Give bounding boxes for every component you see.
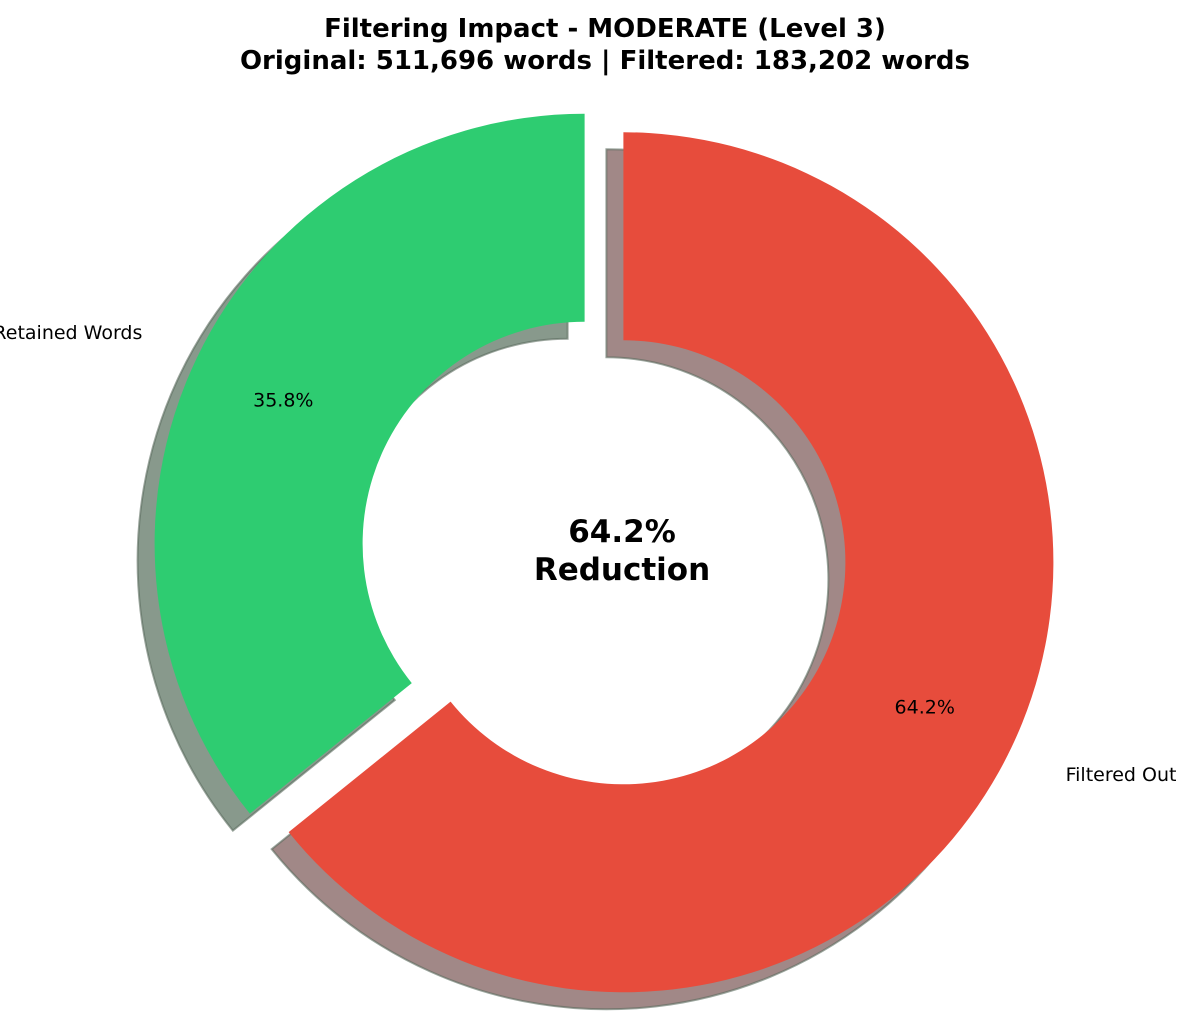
slices-layer [136, 113, 1054, 1011]
slice-retained [154, 113, 585, 814]
labels-layer: 35.8% Retained Words 64.2% Filtered Out [0, 322, 1176, 786]
center-value-text: 64.2% [568, 514, 676, 550]
pct-label-retained: 35.8% [253, 390, 313, 412]
chart-title-line-1: Filtering Impact - MODERATE (Level 3) [324, 14, 886, 44]
center-caption-text: Reduction [534, 552, 710, 588]
category-label-retained: Retained Words [0, 322, 142, 344]
slice-filtered [288, 132, 1054, 993]
chart-title-line-2: Original: 511,696 words | Filtered: 183,… [240, 46, 970, 76]
pct-label-filtered: 64.2% [895, 696, 955, 718]
category-label-filtered: Filtered Out [1066, 764, 1177, 786]
